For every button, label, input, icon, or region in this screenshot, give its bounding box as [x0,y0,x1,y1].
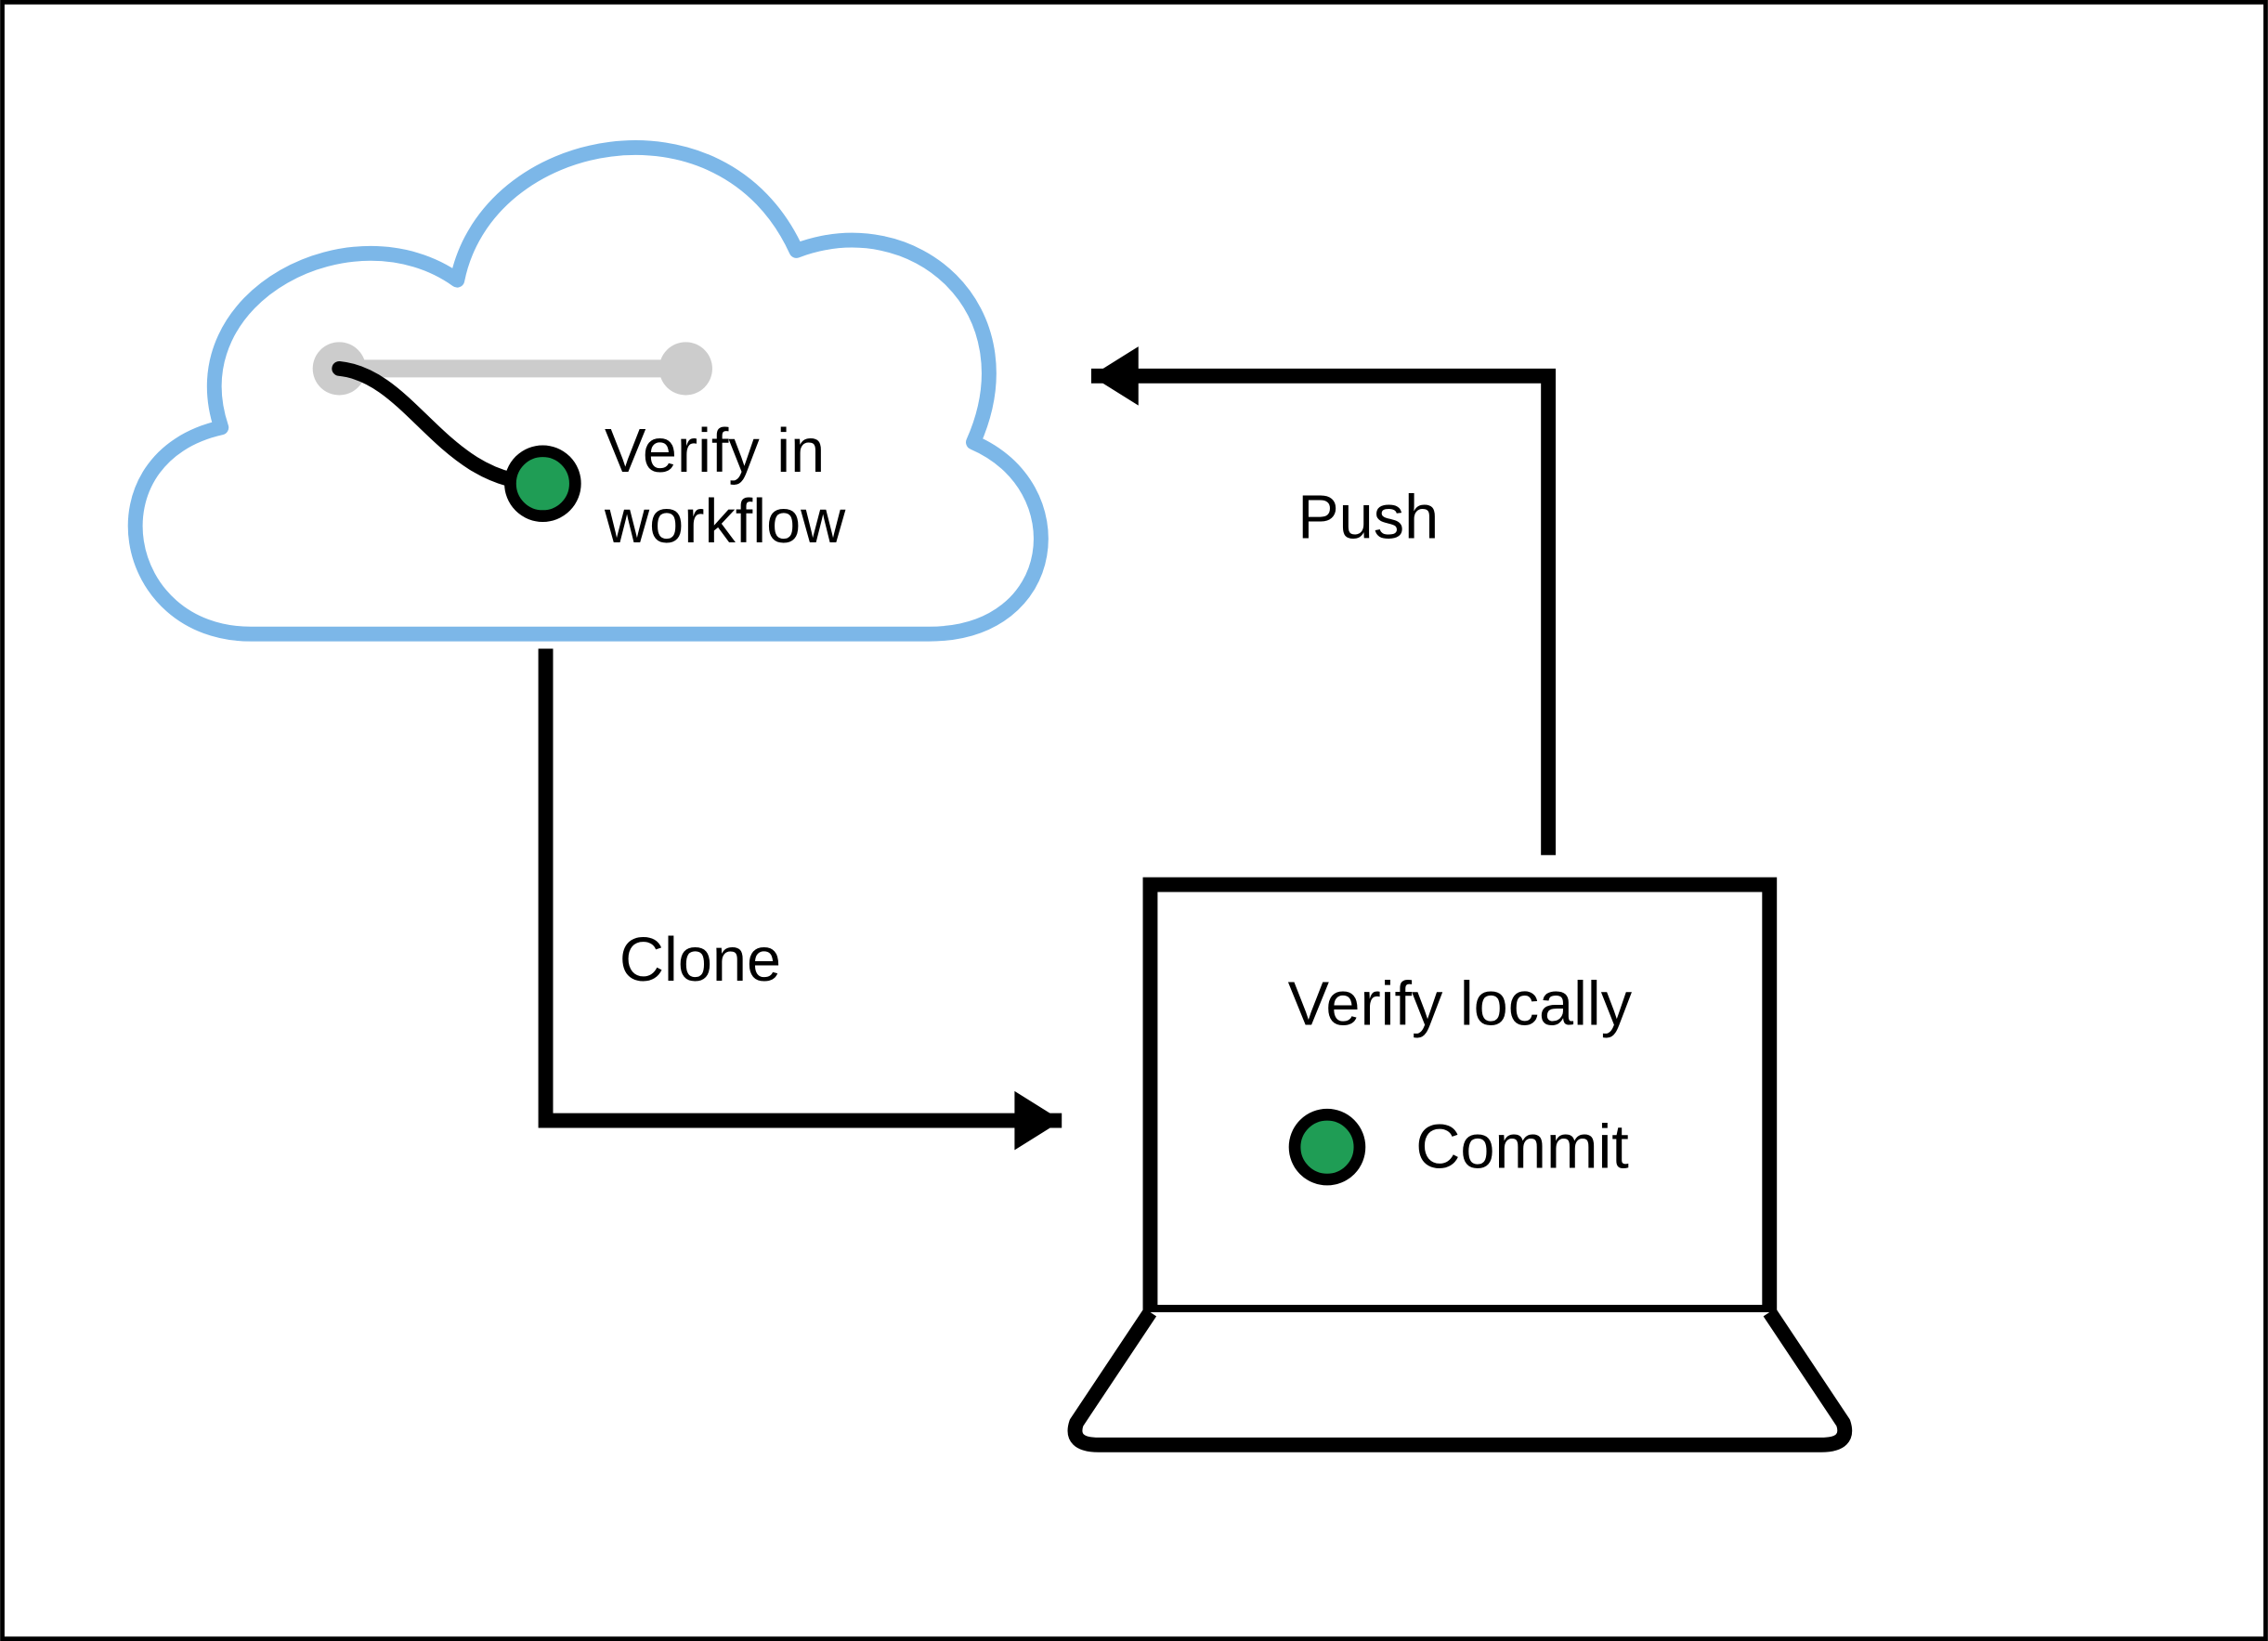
workflow-diagram: Verify in workflow Clone Push Verify loc… [0,0,2268,1641]
commit-dot-icon [1295,1114,1360,1179]
verify-locally-label: Verify locally [1288,970,1633,1038]
diagram-container: Verify in workflow Clone Push Verify loc… [0,0,2268,1641]
clone-label: Clone [619,926,781,995]
commit-dot-icon [510,451,575,516]
commit-label: Commit [1415,1113,1629,1181]
commit-row: Commit [1295,1113,1629,1181]
push-label: Push [1297,483,1439,552]
